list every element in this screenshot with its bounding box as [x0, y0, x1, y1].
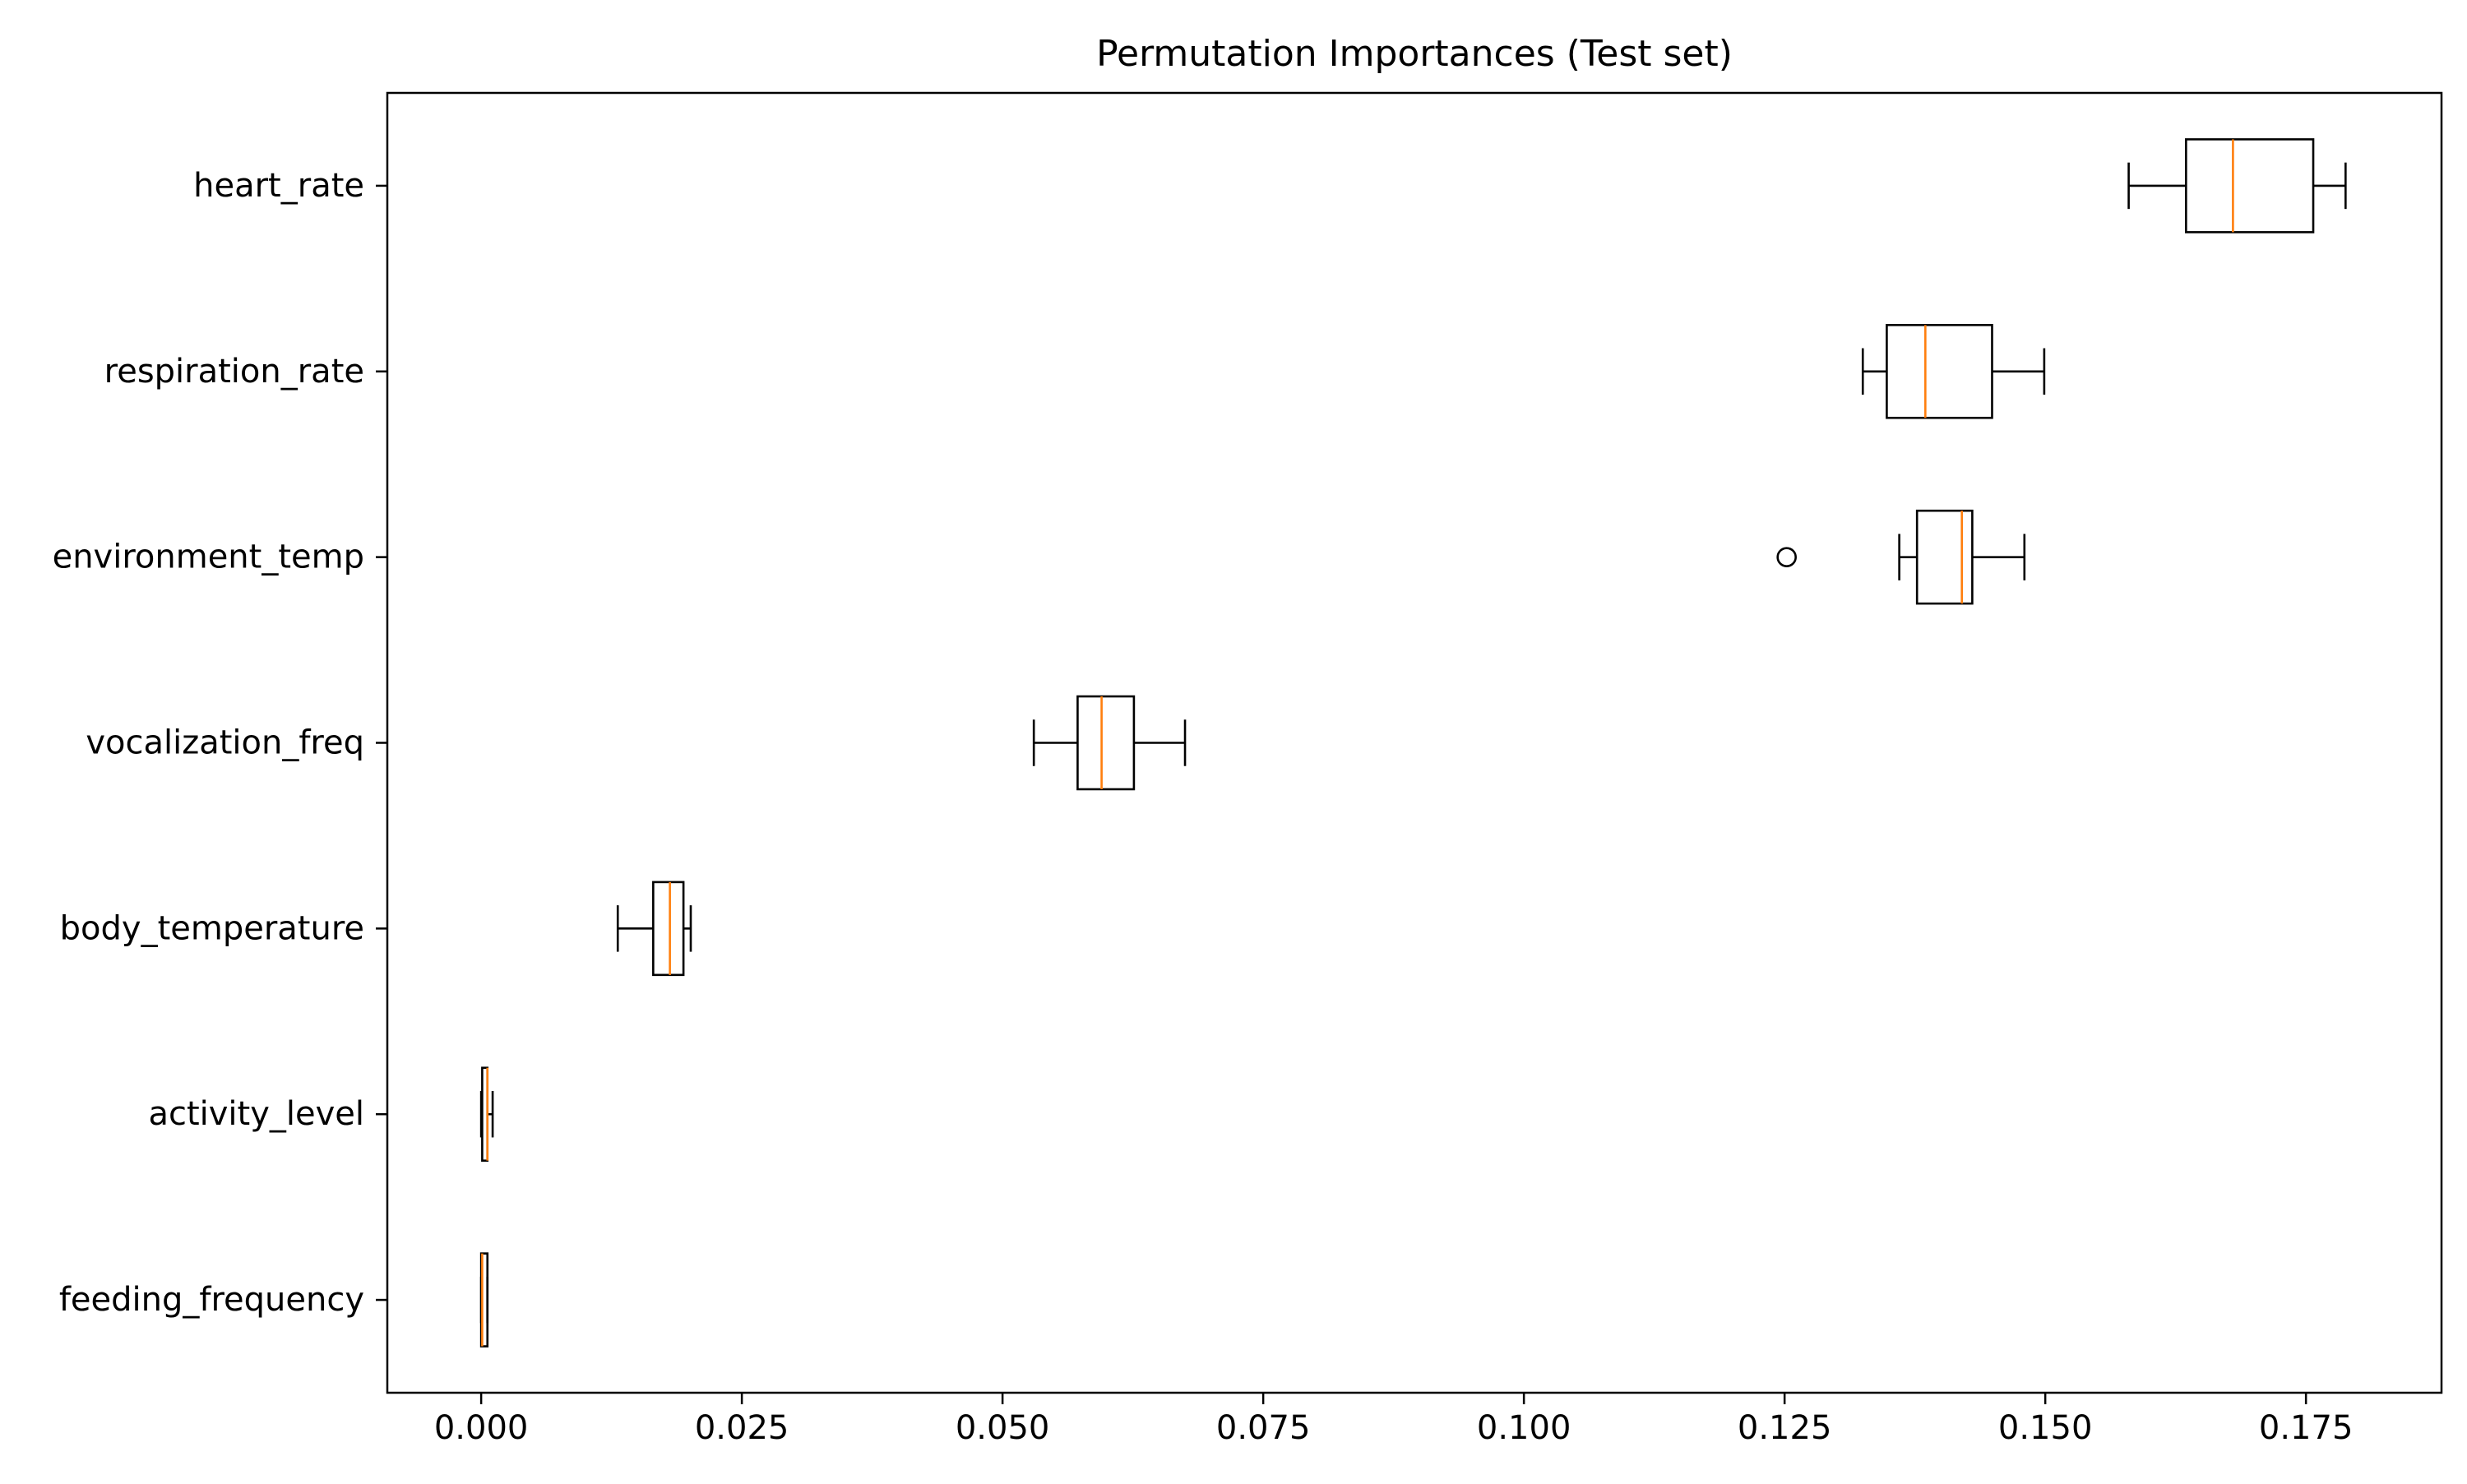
plot-frame [386, 91, 2443, 1394]
box-iqr [1076, 695, 1136, 791]
box-iqr [2185, 138, 2315, 233]
y-axis: heart_rate respiration_rate environment_te… [53, 167, 387, 1319]
box-group [479, 1066, 494, 1162]
y-tick-label: heart_rate [193, 167, 364, 205]
chart-title: Permutation Importances (Test set) [1096, 33, 1733, 75]
x-axis: 0.000 0.025 0.050 0.075 0.100 0.125 0.150 0.175 [434, 1393, 2354, 1447]
x-tick-label: 0.000 [434, 1409, 529, 1447]
boxes-layer [479, 138, 2347, 1348]
box-iqr [652, 881, 685, 977]
x-tick-label: 0.175 [2259, 1409, 2354, 1447]
y-tick-label: vocalization_freq [86, 724, 364, 762]
box-group [1032, 695, 1187, 791]
x-tick-label: 0.125 [1738, 1409, 1832, 1447]
y-tick-label: activity_level [148, 1095, 364, 1133]
box-group [2127, 138, 2347, 233]
y-tick-label: environment_temp [53, 539, 364, 576]
x-tick-label: 0.075 [1216, 1409, 1311, 1447]
y-tick-label: body_temperature [60, 909, 364, 947]
box-group [1776, 509, 2026, 605]
outlier-point [1776, 547, 1797, 567]
x-tick-label: 0.025 [695, 1409, 789, 1447]
x-tick-label: 0.150 [1998, 1409, 2093, 1447]
box-group [616, 881, 692, 977]
box-group [1861, 324, 2046, 419]
y-tick-label: respiration_rate [104, 353, 364, 391]
y-tick-label: feeding_frequency [59, 1281, 364, 1319]
x-tick-label: 0.100 [1477, 1409, 1571, 1447]
box-group [479, 1252, 489, 1348]
x-tick-label: 0.050 [956, 1409, 1050, 1447]
box-iqr [1886, 324, 1993, 419]
box-iqr [1915, 509, 1974, 605]
